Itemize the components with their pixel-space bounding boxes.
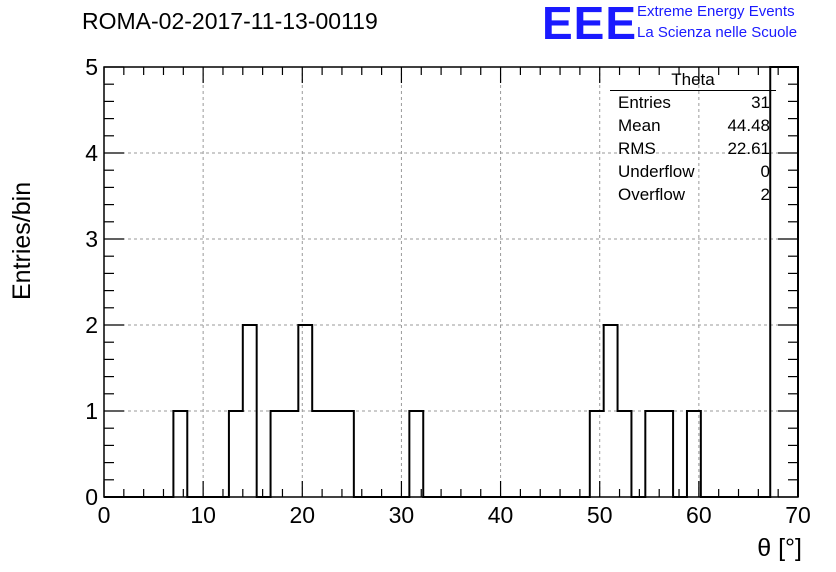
stats-value: 2: [760, 185, 770, 204]
stats-label: Underflow: [618, 162, 695, 181]
y-tick-label: 0: [85, 484, 98, 510]
x-axis-label: θ [°]: [757, 534, 802, 562]
stats-row-entries: Entries 31: [610, 91, 776, 114]
histogram-bin: [340, 411, 354, 497]
histogram-bin: [312, 411, 326, 497]
y-tick-label: 4: [85, 140, 98, 166]
logo-line-1: Extreme Energy Events: [637, 3, 795, 20]
x-tick-label: 40: [488, 502, 514, 528]
stats-row-rms: RMS 22.61: [610, 137, 776, 160]
stats-row-overflow: Overflow 2: [610, 183, 776, 206]
histogram-bin: [229, 411, 243, 497]
stats-box: Theta Entries 31 Mean 44.48 RMS 22.61 Un…: [610, 68, 776, 206]
logo-line-2: La Scienza nelle Scuole: [637, 24, 798, 41]
chart-title: ROMA-02-2017-11-13-00119: [82, 8, 378, 34]
y-tick-label: 2: [85, 312, 98, 338]
x-tick-label: 0: [98, 502, 111, 528]
stats-label: Overflow: [618, 185, 686, 204]
histogram-bin: [618, 411, 632, 497]
x-tick-label: 10: [190, 502, 216, 528]
stats-title: Theta: [610, 68, 776, 91]
y-tick-label: 1: [85, 398, 98, 424]
x-tick-label: 20: [289, 502, 315, 528]
x-tick-label: 60: [686, 502, 712, 528]
stats-label: RMS: [618, 139, 656, 158]
y-tick-label: 5: [85, 54, 98, 80]
eee-logo-icon: EEE: [542, 0, 638, 49]
stats-value: 22.61: [727, 139, 770, 158]
stats-value: 44.48: [727, 116, 770, 135]
x-tick-label: 50: [587, 502, 613, 528]
histogram-bin: [284, 411, 298, 497]
stats-value: 0: [760, 162, 770, 181]
stats-label: Entries: [618, 93, 671, 112]
y-axis-label: Entries/bin: [8, 181, 36, 300]
histogram-bin: [590, 411, 604, 497]
x-tick-label: 70: [785, 502, 811, 528]
histogram-bin: [659, 411, 673, 497]
histogram-bin: [409, 411, 423, 497]
stats-label: Mean: [618, 116, 661, 135]
x-tick-label: 30: [389, 502, 415, 528]
stats-row-underflow: Underflow 0: [610, 160, 776, 183]
histogram-bin: [173, 411, 187, 497]
stats-value: 31: [751, 93, 770, 112]
plot-frame: [103, 66, 799, 498]
histogram-bin: [645, 411, 659, 497]
stats-row-mean: Mean 44.48: [610, 114, 776, 137]
histogram-bin: [326, 411, 340, 497]
histogram-bin: [271, 411, 285, 497]
y-tick-label: 3: [85, 226, 98, 252]
